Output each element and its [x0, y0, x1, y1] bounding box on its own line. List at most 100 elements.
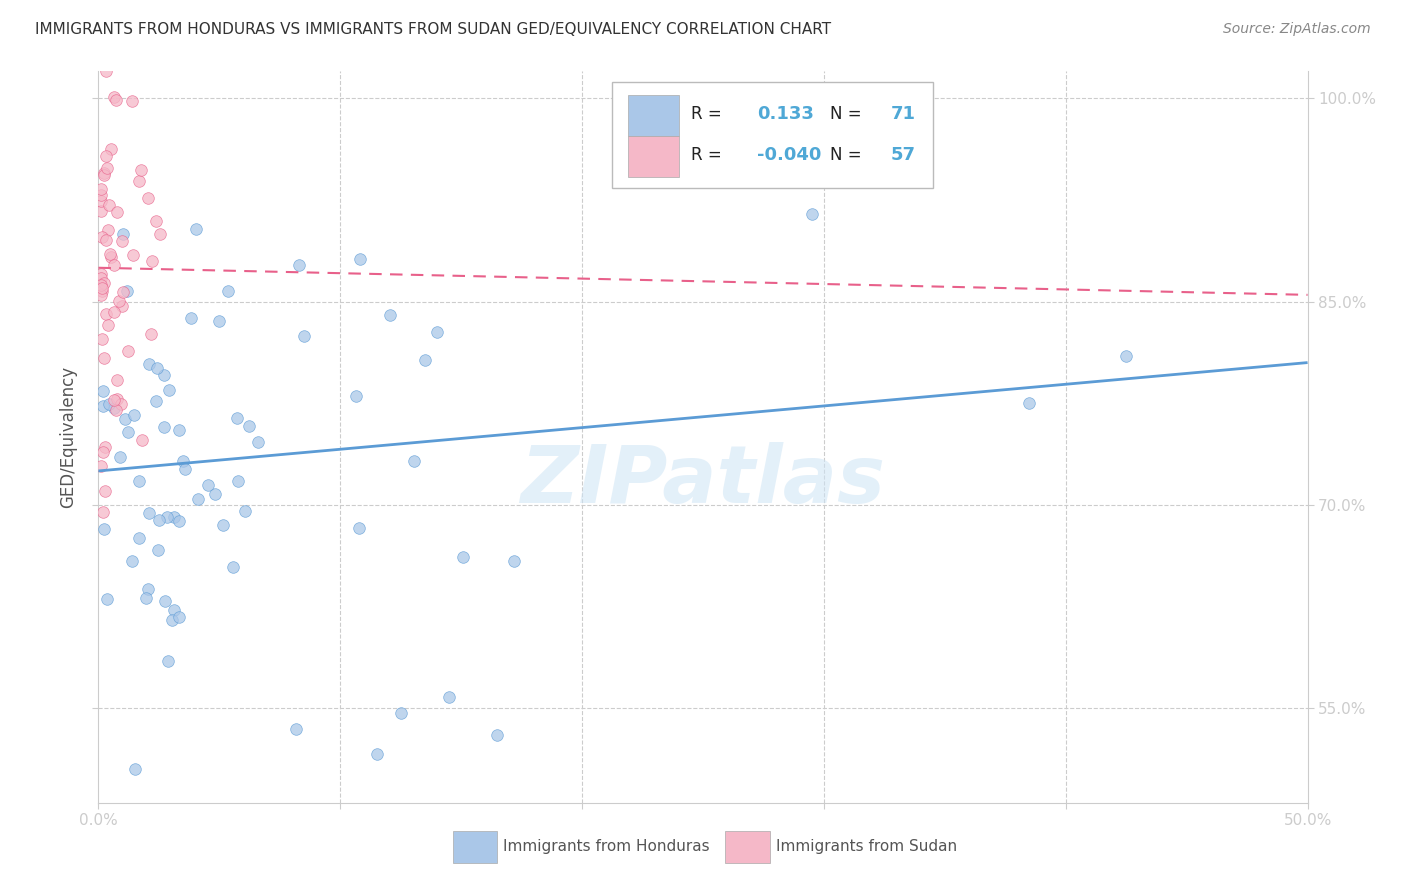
Point	[94, 149, 117, 163]
Point	[96, 233, 118, 247]
Point	[117, 425, 139, 439]
Point	[149, 227, 172, 241]
Point	[156, 510, 179, 524]
Point	[288, 258, 311, 272]
Point	[138, 358, 160, 372]
Point	[1115, 349, 1137, 363]
Point	[486, 728, 509, 742]
Point	[93, 166, 115, 180]
Point	[103, 392, 125, 407]
Point	[90, 277, 112, 292]
Point	[246, 434, 269, 449]
Point	[93, 168, 115, 182]
Point	[97, 397, 120, 411]
Text: R =: R =	[690, 105, 721, 123]
Point	[112, 227, 135, 242]
Point	[93, 351, 115, 365]
Text: 57: 57	[890, 146, 915, 164]
Point	[90, 288, 112, 302]
Point	[96, 591, 118, 606]
Point	[111, 285, 134, 300]
Point	[121, 94, 143, 108]
Point	[285, 722, 308, 736]
Point	[167, 610, 190, 624]
Point	[378, 308, 401, 322]
Point	[148, 513, 170, 527]
Point	[108, 450, 131, 464]
Point	[90, 268, 112, 282]
Point	[103, 258, 125, 272]
Point	[180, 311, 202, 326]
Point	[187, 491, 209, 506]
Point	[110, 235, 132, 249]
Point	[104, 93, 127, 107]
Point	[90, 229, 112, 244]
Point	[121, 554, 143, 568]
Point	[90, 194, 112, 208]
Point	[204, 487, 226, 501]
Point	[156, 654, 179, 668]
Point	[136, 191, 159, 205]
Point	[100, 142, 122, 156]
Point	[93, 276, 115, 290]
Point	[197, 477, 219, 491]
Text: 71: 71	[890, 105, 915, 123]
Point	[97, 318, 120, 332]
Point	[404, 454, 426, 468]
Point	[225, 411, 247, 425]
Point	[117, 343, 139, 358]
Point	[167, 514, 190, 528]
Point	[139, 326, 162, 341]
Point	[413, 353, 436, 368]
Point	[91, 445, 114, 459]
FancyBboxPatch shape	[613, 82, 932, 188]
Text: N =: N =	[830, 146, 862, 164]
Point	[91, 399, 114, 413]
Point	[145, 361, 167, 376]
Point	[153, 368, 176, 382]
Point	[349, 521, 371, 535]
Point	[110, 397, 132, 411]
Point	[1018, 396, 1040, 410]
Point	[208, 314, 231, 328]
Point	[426, 325, 449, 339]
Point	[160, 614, 183, 628]
Point	[90, 458, 112, 473]
Point	[91, 384, 114, 398]
Point	[96, 64, 118, 78]
Point	[163, 509, 186, 524]
Point	[103, 305, 125, 319]
Point	[122, 408, 145, 422]
Text: IMMIGRANTS FROM HONDURAS VS IMMIGRANTS FROM SUDAN GED/EQUIVALENCY CORRELATION CH: IMMIGRANTS FROM HONDURAS VS IMMIGRANTS F…	[35, 22, 831, 37]
Text: Immigrants from Honduras: Immigrants from Honduras	[503, 839, 710, 855]
Point	[97, 198, 120, 212]
Point	[222, 560, 245, 574]
Point	[389, 706, 412, 721]
Point	[90, 182, 112, 196]
Point	[131, 433, 153, 447]
Point	[105, 204, 128, 219]
Text: -0.040: -0.040	[758, 146, 821, 164]
Point	[292, 328, 315, 343]
Point	[138, 506, 160, 520]
Point	[238, 419, 260, 434]
Point	[94, 306, 117, 320]
Y-axis label: GED/Equivalency: GED/Equivalency	[59, 366, 77, 508]
Point	[141, 253, 163, 268]
Point	[174, 462, 197, 476]
FancyBboxPatch shape	[724, 830, 769, 863]
Point	[124, 762, 146, 776]
Point	[105, 374, 128, 388]
Point	[226, 474, 249, 488]
Text: R =: R =	[690, 146, 721, 164]
Point	[217, 285, 239, 299]
Point	[451, 550, 474, 565]
Point	[128, 532, 150, 546]
Text: Source: ZipAtlas.com: Source: ZipAtlas.com	[1223, 22, 1371, 37]
Point	[163, 602, 186, 616]
Point	[114, 411, 136, 425]
Point	[235, 504, 257, 518]
Point	[128, 474, 150, 488]
Text: N =: N =	[830, 105, 862, 123]
Point	[111, 299, 134, 313]
